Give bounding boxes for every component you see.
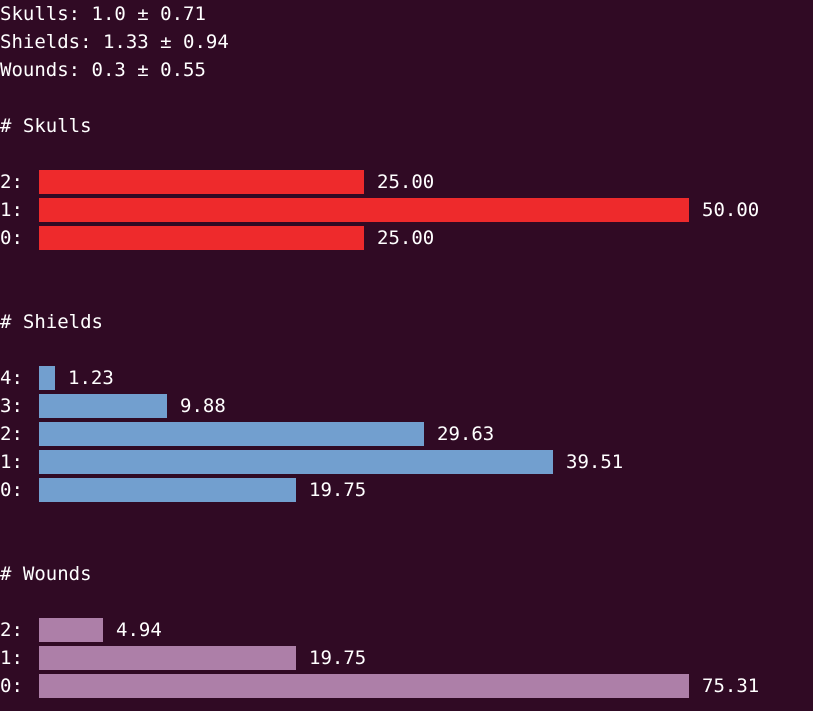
- wounds-bar: [39, 618, 103, 642]
- chart-title-wounds: # Wounds: [0, 563, 92, 585]
- skulls-bar-value-label: 25.00: [377, 227, 435, 249]
- wounds-bar-category-label: 0:: [0, 675, 23, 697]
- shields-bar-category-label: 4:: [0, 367, 23, 389]
- shields-bar: [39, 366, 55, 390]
- shields-bar-value-label: 9.88: [180, 395, 226, 417]
- shields-bar: [39, 422, 424, 446]
- stat-line-skulls: Skulls: 1.0 ± 0.71: [0, 3, 206, 25]
- wounds-bar-value-label: 4.94: [116, 619, 162, 641]
- wounds-bar: [39, 646, 296, 670]
- skulls-bar: [39, 198, 689, 222]
- shields-bar-category-label: 3:: [0, 395, 23, 417]
- chart-title-skulls: # Skulls: [0, 115, 92, 137]
- skulls-bar: [39, 170, 364, 194]
- shields-bar-value-label: 39.51: [566, 451, 624, 473]
- wounds-bar-category-label: 2:: [0, 619, 23, 641]
- wounds-bar: [39, 674, 689, 698]
- skulls-bar-value-label: 50.00: [702, 199, 760, 221]
- shields-bar-category-label: 0:: [0, 479, 23, 501]
- shields-bar: [39, 394, 167, 418]
- shields-bar-value-label: 29.63: [437, 423, 495, 445]
- wounds-bar-value-label: 19.75: [309, 647, 367, 669]
- shields-bar-category-label: 2:: [0, 423, 23, 445]
- skulls-bar: [39, 226, 364, 250]
- wounds-bar-value-label: 75.31: [702, 675, 760, 697]
- shields-bar: [39, 478, 296, 502]
- skulls-bar-category-label: 0:: [0, 227, 23, 249]
- stat-line-wounds: Wounds: 0.3 ± 0.55: [0, 59, 206, 81]
- shields-bar-value-label: 19.75: [309, 479, 367, 501]
- skulls-bar-category-label: 2:: [0, 171, 23, 193]
- shields-bar-category-label: 1:: [0, 451, 23, 473]
- skulls-bar-category-label: 1:: [0, 199, 23, 221]
- chart-title-shields: # Shields: [0, 311, 103, 333]
- shields-bar: [39, 450, 553, 474]
- skulls-bar-value-label: 25.00: [377, 171, 435, 193]
- shields-bar-value-label: 1.23: [68, 367, 114, 389]
- stat-line-shields: Shields: 1.33 ± 0.94: [0, 31, 229, 53]
- wounds-bar-category-label: 1:: [0, 647, 23, 669]
